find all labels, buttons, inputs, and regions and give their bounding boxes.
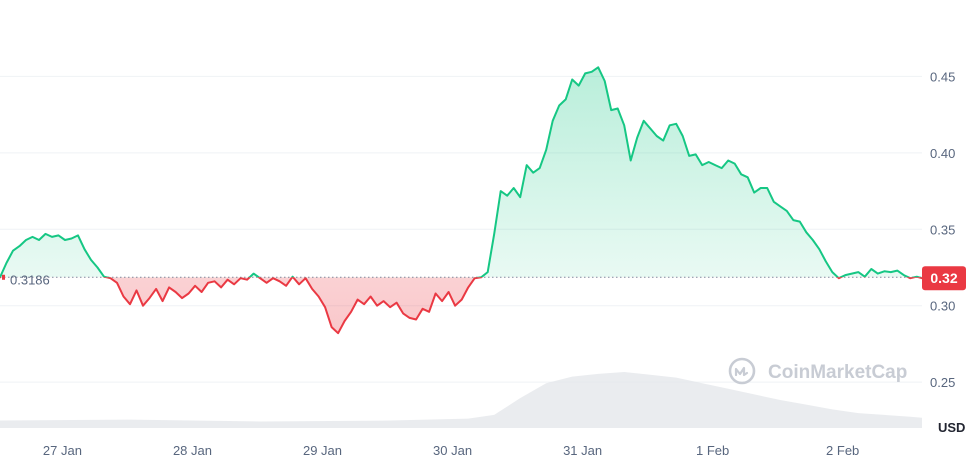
y-tick-label: 0.30 <box>930 299 955 314</box>
x-tick-label: 28 Jan <box>173 443 212 458</box>
x-tick-label: 1 Feb <box>696 443 729 458</box>
last-price-label: 0.32 <box>930 270 957 286</box>
x-tick-label: 29 Jan <box>303 443 342 458</box>
last-price-badge-bg <box>922 266 966 291</box>
x-tick-label: 2 Feb <box>826 443 859 458</box>
price-line-down <box>0 277 923 335</box>
x-tick-label: 30 Jan <box>433 443 472 458</box>
reference-price-marker <box>2 274 5 280</box>
coinmarketcap-watermark: CoinMarketCap <box>728 357 907 385</box>
y-tick-label: 0.45 <box>930 69 955 84</box>
y-tick-label: 0.40 <box>930 146 955 161</box>
price-area <box>0 67 922 334</box>
y-tick-label: 0.25 <box>930 375 955 390</box>
y-axis-unit: USD <box>938 420 965 435</box>
volume-bars <box>0 372 922 428</box>
volume-area <box>0 372 922 428</box>
price-area-down <box>0 277 922 334</box>
y-axis: 0.25 0.30 0.35 0.40 0.45 <box>930 69 955 390</box>
price-area-up <box>0 67 919 278</box>
reference-price-label: 0.3186 <box>10 272 50 287</box>
grid-lines <box>0 75 922 383</box>
price-line-up <box>0 66 923 278</box>
x-axis: 27 Jan 28 Jan 29 Jan 30 Jan 31 Jan 1 Feb 2 Feb <box>43 443 859 458</box>
coinmarketcap-logo-icon <box>728 357 756 385</box>
watermark-text: CoinMarketCap <box>768 362 907 383</box>
x-tick-label: 31 Jan <box>563 443 602 458</box>
last-price-badge: 0.32 <box>922 266 966 291</box>
price-line <box>0 66 923 335</box>
x-tick-label: 27 Jan <box>43 443 82 458</box>
y-tick-label: 0.35 <box>930 222 955 237</box>
